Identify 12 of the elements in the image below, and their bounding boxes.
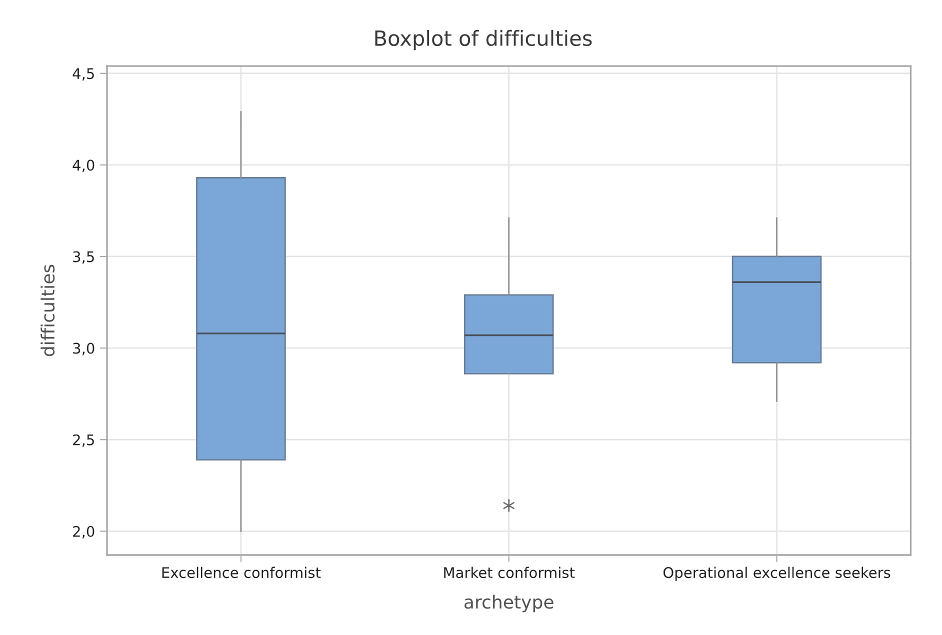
x-tick-label: Excellence conformist (162, 566, 321, 578)
y-axis-title: difficulties (40, 264, 55, 356)
y-tick-label: 2,5 (73, 434, 94, 447)
x-tick-label: Operational excellence seekers (663, 566, 890, 581)
y-tick-label: 3,0 (73, 342, 94, 356)
y-tick-label: 3,5 (73, 251, 94, 264)
y-tick-label: 4,0 (72, 160, 94, 172)
y-tick-label: 2,0 (73, 526, 94, 538)
y-tick-label: 4,5 (72, 68, 94, 81)
x-tick-label: Market conformist (444, 566, 575, 578)
x-axis-title: archetype (464, 594, 554, 612)
chart-title: Boxplot of difficulties (375, 30, 592, 50)
